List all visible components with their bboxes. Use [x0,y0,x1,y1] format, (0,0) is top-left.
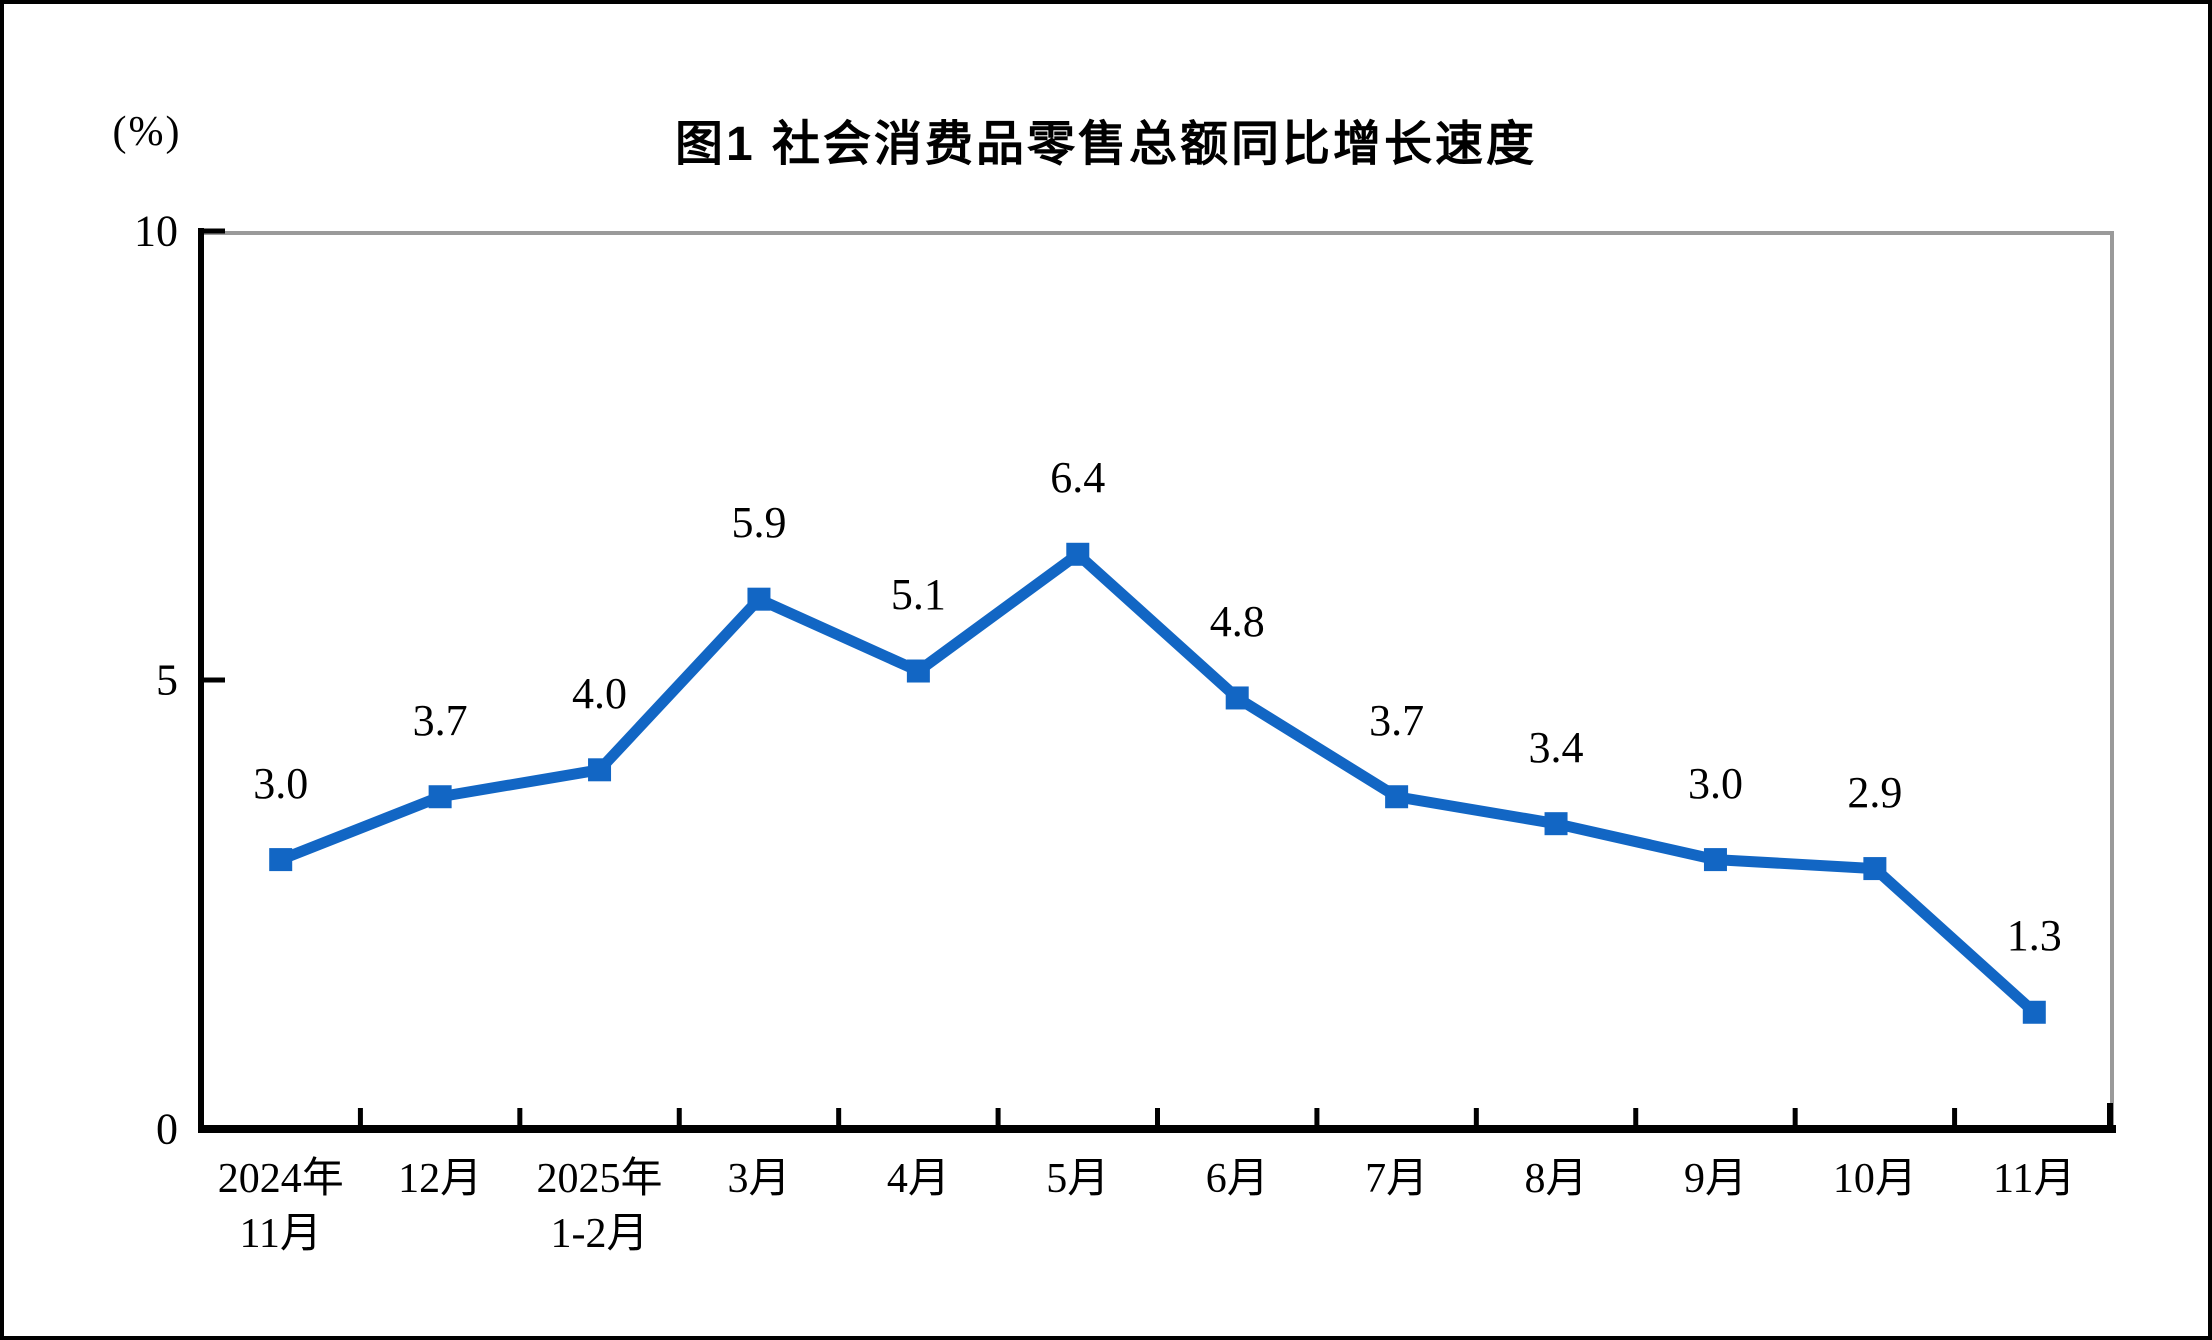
x-tick-label: 12月 [398,1152,482,1207]
data-point-marker [747,587,771,611]
x-tick-label-line: 5月 [1046,1156,1110,1202]
data-point-marker [1066,542,1090,566]
data-point-marker [906,659,930,683]
data-point-marker [1385,785,1409,809]
data-point-marker [1544,812,1568,836]
x-tick-label-line: 8月 [1524,1156,1588,1202]
x-tick-label: 5月 [1046,1152,1109,1207]
x-tick-label: 6月 [1206,1152,1269,1207]
data-point-value-label: 3.0 [1687,758,1743,808]
x-tick-label-line: 11月 [1993,1156,2076,1202]
data-point-value-label: 4.0 [572,668,628,718]
chart-canvas [198,228,2116,1133]
x-tick-label: 10月 [1833,1152,1917,1207]
x-tick-label-line: 10月 [1832,1156,1917,1202]
y-axis-unit-label: (%) [112,109,182,155]
x-tick-label: 3月 [727,1152,790,1207]
x-tick-label-line: 6月 [1205,1156,1269,1202]
x-tick-label: 7月 [1365,1152,1428,1207]
x-tick-label: 11月 [1993,1152,2075,1207]
chart-title: 图1 社会消费品零售总额同比增长速度 [674,118,1538,171]
x-tick-label-line: 1-2月 [550,1211,649,1258]
y-tick-label: 0 [156,1104,178,1154]
data-point-marker [1863,857,1887,881]
x-tick-label-line: 9月 [1683,1156,1747,1202]
data-point-value-label: 1.3 [2006,911,2062,961]
data-point-value-label: 5.9 [731,498,787,548]
data-point-marker [2022,1000,2046,1024]
data-point-marker [588,758,612,782]
x-tick-label-line: 7月 [1365,1156,1429,1202]
y-tick-label: 5 [156,655,178,705]
x-tick-label: 2025年 1-2月 [537,1152,663,1263]
data-point-value-label: 4.8 [1209,596,1265,646]
x-tick-label: 2024年 11月 [218,1152,344,1263]
x-tick-label-line: 3月 [727,1156,791,1202]
data-point-value-label: 3.7 [412,695,468,745]
x-tick-label-line: 12月 [398,1156,483,1202]
x-tick-label-line: 4月 [886,1156,950,1202]
data-point-value-label: 5.1 [890,570,946,620]
data-point-marker [428,785,452,809]
data-point-value-label: 6.4 [1050,453,1106,503]
data-point-marker [1225,686,1249,710]
data-point-value-label: 3.0 [253,758,309,808]
x-tick-label-line: 2025年 [536,1156,663,1202]
data-point-value-label: 3.7 [1369,695,1425,745]
data-point-marker [269,848,293,872]
x-tick-label: 4月 [887,1152,950,1207]
series-line [275,548,2040,1018]
data-point-value-label: 2.9 [1847,767,1903,817]
data-point-value-label: 3.4 [1528,722,1584,772]
x-tick-label-line: 11月 [239,1211,322,1258]
data-point-marker [1703,848,1727,872]
x-tick-label: 8月 [1525,1152,1588,1207]
y-tick-label: 10 [134,206,178,256]
x-tick-label: 9月 [1684,1152,1747,1207]
x-tick-label-line: 2024年 [217,1156,344,1202]
